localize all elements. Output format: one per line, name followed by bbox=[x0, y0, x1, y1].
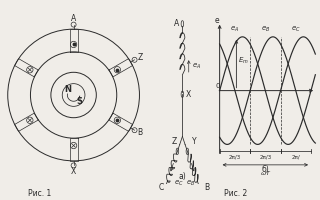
Text: B: B bbox=[138, 128, 143, 137]
Text: 0: 0 bbox=[215, 83, 220, 89]
Text: Z: Z bbox=[172, 137, 177, 146]
Text: S: S bbox=[77, 97, 83, 106]
Text: X: X bbox=[186, 90, 191, 99]
Circle shape bbox=[114, 117, 121, 123]
Circle shape bbox=[186, 148, 189, 154]
Circle shape bbox=[198, 185, 201, 191]
Text: $e_A$: $e_A$ bbox=[230, 24, 239, 34]
Circle shape bbox=[71, 163, 76, 168]
Text: N: N bbox=[64, 85, 71, 94]
Circle shape bbox=[164, 185, 166, 191]
Text: 2π/3: 2π/3 bbox=[259, 154, 271, 159]
Text: Z: Z bbox=[138, 53, 143, 62]
Circle shape bbox=[132, 57, 137, 62]
Circle shape bbox=[114, 67, 121, 73]
Text: $E_m$: $E_m$ bbox=[238, 56, 249, 66]
Text: а): а) bbox=[179, 172, 186, 181]
Text: A: A bbox=[173, 19, 179, 28]
Circle shape bbox=[27, 67, 33, 73]
Text: Рис. 2: Рис. 2 bbox=[224, 189, 247, 198]
Circle shape bbox=[181, 21, 184, 27]
Circle shape bbox=[132, 128, 137, 133]
Circle shape bbox=[70, 41, 77, 48]
Text: A: A bbox=[71, 14, 76, 23]
Text: $e_C$: $e_C$ bbox=[291, 24, 300, 34]
Circle shape bbox=[181, 91, 184, 97]
Text: C: C bbox=[158, 183, 164, 192]
Text: Y: Y bbox=[192, 137, 196, 146]
Circle shape bbox=[176, 148, 179, 154]
Text: 2π/: 2π/ bbox=[292, 154, 300, 159]
Text: $e_B$: $e_B$ bbox=[187, 179, 196, 188]
Circle shape bbox=[27, 117, 33, 123]
Text: $\omega T$: $\omega T$ bbox=[260, 169, 271, 177]
Text: X: X bbox=[71, 167, 76, 176]
Circle shape bbox=[70, 142, 77, 149]
Text: 2π/3: 2π/3 bbox=[229, 154, 241, 159]
Circle shape bbox=[71, 22, 76, 27]
Text: $e_B$: $e_B$ bbox=[260, 24, 270, 34]
Text: Рис. 1: Рис. 1 bbox=[28, 189, 52, 198]
Text: $e_C$: $e_C$ bbox=[174, 179, 184, 188]
Text: e: e bbox=[215, 16, 219, 25]
Text: б): б) bbox=[261, 165, 269, 174]
Text: B: B bbox=[204, 183, 209, 192]
Text: $e_A$: $e_A$ bbox=[192, 61, 202, 71]
